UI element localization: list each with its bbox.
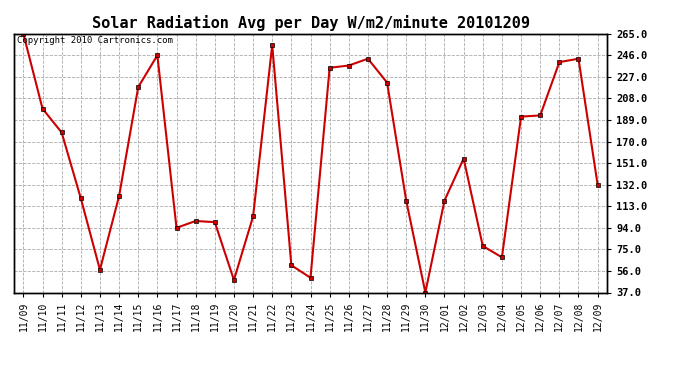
Text: Copyright 2010 Cartronics.com: Copyright 2010 Cartronics.com [17,36,172,45]
Title: Solar Radiation Avg per Day W/m2/minute 20101209: Solar Radiation Avg per Day W/m2/minute … [92,15,529,31]
